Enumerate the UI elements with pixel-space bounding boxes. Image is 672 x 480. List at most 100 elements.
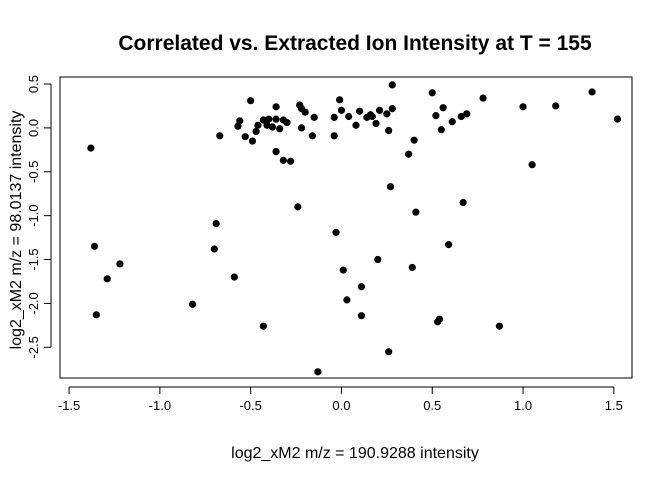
data-point xyxy=(272,103,280,111)
x-axis-label: log2_xM2 m/z = 190.9288 intensity xyxy=(231,445,479,462)
data-point xyxy=(279,156,287,164)
data-point xyxy=(463,110,471,118)
data-point xyxy=(314,368,322,376)
x-tick-label: -1.0 xyxy=(149,398,171,413)
x-tick-label: 1.5 xyxy=(605,398,623,413)
data-point xyxy=(552,102,560,110)
data-point xyxy=(372,119,380,128)
data-point xyxy=(588,88,596,96)
data-point xyxy=(437,126,445,134)
x-tick-label: 0.0 xyxy=(332,398,350,413)
data-point xyxy=(368,112,376,121)
data-point xyxy=(259,116,267,124)
data-point xyxy=(386,183,395,191)
data-point xyxy=(356,107,364,115)
y-tick-label: -2.0 xyxy=(26,292,41,314)
data-point xyxy=(388,81,396,89)
data-point xyxy=(428,89,436,97)
data-point xyxy=(252,127,260,136)
x-tick-label: -0.5 xyxy=(239,398,261,413)
data-point xyxy=(92,311,100,319)
x-tick-label: -1.5 xyxy=(58,398,80,413)
data-point xyxy=(410,136,418,144)
data-point xyxy=(528,161,536,169)
data-point xyxy=(212,219,220,228)
y-axis-label: log2_xM2 m/z = 98.0137 intensity xyxy=(8,111,25,350)
data-point xyxy=(330,132,338,140)
data-point xyxy=(330,113,338,121)
data-point xyxy=(383,110,391,118)
x-tick-label: 1.0 xyxy=(514,398,532,413)
y-tick-label: -1.0 xyxy=(26,204,41,226)
data-point xyxy=(90,242,99,250)
data-point xyxy=(259,322,267,330)
y-tick-label: -0.5 xyxy=(26,161,41,183)
data-points xyxy=(87,81,622,376)
data-point xyxy=(247,97,255,105)
y-tick-label: 0.0 xyxy=(26,119,41,137)
data-point xyxy=(412,208,420,216)
data-point xyxy=(613,115,622,123)
data-point xyxy=(310,113,318,121)
data-point xyxy=(248,137,257,145)
data-point xyxy=(336,96,344,104)
data-point xyxy=(339,266,347,274)
chart-title: Correlated vs. Extracted Ion Intensity a… xyxy=(118,32,592,55)
data-point xyxy=(357,312,366,320)
data-point xyxy=(432,112,440,120)
data-point xyxy=(374,255,382,264)
x-tick-label: 0.5 xyxy=(423,398,441,413)
data-point xyxy=(385,126,393,135)
data-point xyxy=(294,203,302,211)
data-point xyxy=(459,198,467,207)
data-point xyxy=(332,228,340,236)
data-point xyxy=(188,300,197,308)
data-point xyxy=(268,123,277,131)
data-point xyxy=(345,112,353,121)
data-point xyxy=(283,119,291,127)
x-axis: -1.5 -1.0 -0.5 0.0 0.5 1.0 1.5 xyxy=(58,386,623,413)
data-point xyxy=(495,322,504,330)
data-point xyxy=(301,108,309,116)
data-point xyxy=(263,121,271,129)
data-point xyxy=(216,132,224,140)
data-point xyxy=(272,147,280,156)
data-point xyxy=(236,117,244,125)
data-point xyxy=(272,115,280,123)
data-point xyxy=(297,124,306,132)
data-point xyxy=(385,348,393,356)
y-tick-label: -1.5 xyxy=(26,248,41,270)
data-point xyxy=(116,260,124,268)
data-point xyxy=(405,150,413,158)
data-point xyxy=(210,245,218,253)
data-point xyxy=(375,106,384,114)
data-point xyxy=(87,144,95,152)
plot-area-frame xyxy=(59,76,633,379)
data-point xyxy=(439,104,447,112)
y-tick-label: -2.5 xyxy=(26,336,41,358)
data-point xyxy=(265,115,273,123)
y-tick-label: 0.5 xyxy=(26,75,41,93)
data-point xyxy=(276,125,284,133)
data-point xyxy=(408,263,416,272)
data-point xyxy=(343,296,351,304)
data-point xyxy=(479,94,487,102)
data-point xyxy=(352,121,360,129)
data-point xyxy=(519,103,527,111)
data-point xyxy=(287,157,295,165)
data-point xyxy=(308,132,317,140)
data-point xyxy=(337,106,346,114)
data-point xyxy=(448,118,456,126)
data-point xyxy=(435,315,444,323)
data-point xyxy=(357,283,366,291)
data-point xyxy=(230,273,238,281)
data-point xyxy=(254,121,262,129)
y-axis: -2.5 -2.0 -1.5 -1.0 -0.5 0.0 0.5 xyxy=(26,75,52,358)
data-point xyxy=(388,104,396,113)
data-point xyxy=(103,275,111,283)
data-point xyxy=(444,241,453,249)
data-point xyxy=(457,112,465,121)
data-point xyxy=(241,133,249,141)
